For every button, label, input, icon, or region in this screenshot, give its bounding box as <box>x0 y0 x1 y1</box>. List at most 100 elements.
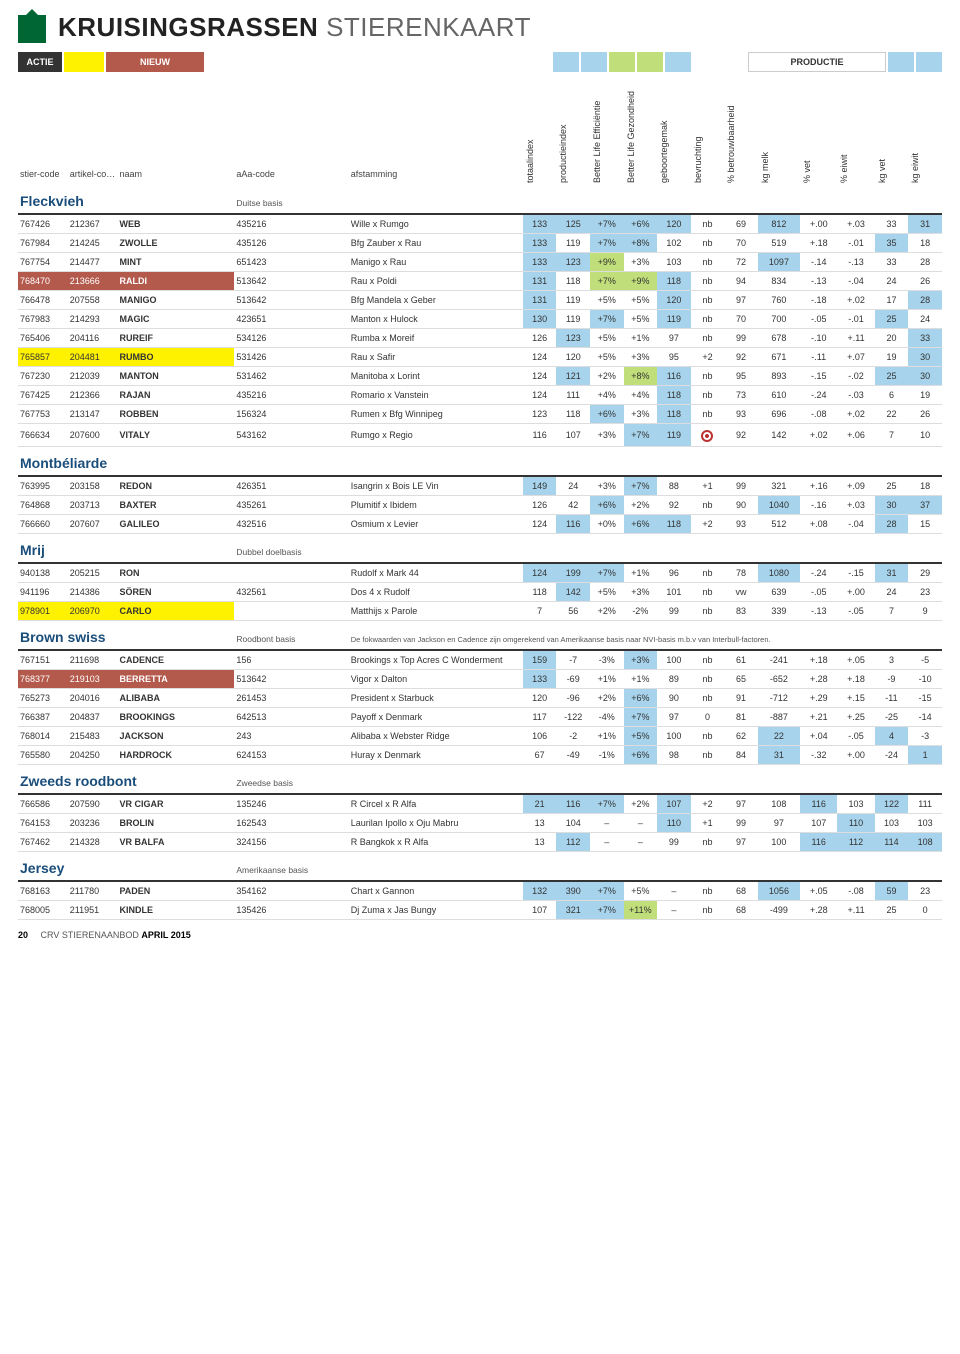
cell-val: +.11 <box>837 901 874 920</box>
cell-val: +7% <box>590 234 624 253</box>
cell-val: nb <box>691 670 725 689</box>
cell-val: 159 <box>523 650 557 670</box>
legend-green-2 <box>637 52 663 72</box>
cell-val: +.05 <box>800 881 837 901</box>
cell-aaa: 435216 <box>234 214 348 234</box>
cell-acode: 204481 <box>68 348 118 367</box>
cell-scode: 941196 <box>18 583 68 602</box>
cell-val: 116 <box>556 515 590 534</box>
cell-scode: 767462 <box>18 833 68 852</box>
cell-val: 1 <box>908 746 942 765</box>
cell-val: -.15 <box>800 367 837 386</box>
cell-acode: 214293 <box>68 310 118 329</box>
cell-val: 101 <box>657 583 691 602</box>
cell-af: Manigo x Rau <box>349 253 523 272</box>
cell-af: Dj Zuma x Jas Bungy <box>349 901 523 920</box>
cell-acode: 211698 <box>68 650 118 670</box>
cell-af: Rau x Poldi <box>349 272 523 291</box>
cell-val: 4 <box>875 727 909 746</box>
cell-val: nb <box>691 602 725 621</box>
cell-val: 119 <box>657 424 691 447</box>
cell-val: 119 <box>556 310 590 329</box>
cell-val: -9 <box>875 670 909 689</box>
cell-aaa: 156324 <box>234 405 348 424</box>
cell-val: 97 <box>657 708 691 727</box>
cell-val: 24 <box>908 310 942 329</box>
cell-scode: 767754 <box>18 253 68 272</box>
cell-aaa: 261453 <box>234 689 348 708</box>
cell-val: 24 <box>556 476 590 496</box>
cell-acode: 212367 <box>68 214 118 234</box>
cell-val: 149 <box>523 476 557 496</box>
legend-blue-1 <box>553 52 579 72</box>
cell-val: -.10 <box>800 329 837 348</box>
cell-val: 124 <box>523 348 557 367</box>
cell-name: GALILEO <box>117 515 234 534</box>
cell-val: +.02 <box>837 405 874 424</box>
cell-val: 120 <box>657 214 691 234</box>
cell-acode: 214245 <box>68 234 118 253</box>
cell-val: +7% <box>590 563 624 583</box>
cell-val: 25 <box>875 476 909 496</box>
cell-val: +7% <box>590 214 624 234</box>
cell-val: +.21 <box>800 708 837 727</box>
cell-val: 20 <box>875 329 909 348</box>
section-basis <box>234 447 348 477</box>
table-row: 766634207600VITALY543162Rumgo x Regio116… <box>18 424 942 447</box>
cell-val: 69 <box>724 214 758 234</box>
cell-val: -499 <box>758 901 800 920</box>
cell-aaa: 432516 <box>234 515 348 534</box>
cell-val: 78 <box>724 563 758 583</box>
section-note <box>349 185 942 214</box>
cell-af: R Bangkok x R Alfa <box>349 833 523 852</box>
cell-val: -14 <box>908 708 942 727</box>
data-table: stier-code artikel-code naam aAa-code af… <box>18 75 942 920</box>
cell-scode: 767426 <box>18 214 68 234</box>
section-name: Zweeds roodbont <box>18 765 234 795</box>
cell-val: 107 <box>556 424 590 447</box>
cell-val: nb <box>691 272 725 291</box>
cell-val: 125 <box>556 214 590 234</box>
cell-scode: 765580 <box>18 746 68 765</box>
cell-name: HARDROCK <box>117 746 234 765</box>
cell-scode: 766634 <box>18 424 68 447</box>
col-vert-3: Better Life Gezondheid <box>624 75 658 185</box>
cell-val: 100 <box>758 833 800 852</box>
cell-acode: 207607 <box>68 515 118 534</box>
cell-name: CARLO <box>117 602 234 621</box>
cell-val: 21 <box>523 794 557 814</box>
cell-acode: 211780 <box>68 881 118 901</box>
cell-acode: 212366 <box>68 386 118 405</box>
cell-name: KINDLE <box>117 901 234 920</box>
cell-val: 29 <box>908 563 942 583</box>
cell-val: +.08 <box>800 515 837 534</box>
cell-val: 18 <box>908 476 942 496</box>
table-row: 765580204250HARDROCK624153Huray x Denmar… <box>18 746 942 765</box>
cell-val: -.11 <box>800 348 837 367</box>
target-icon <box>701 430 713 442</box>
cell-val: 30 <box>908 348 942 367</box>
cell-val: 19 <box>908 386 942 405</box>
cell-val: -3% <box>590 650 624 670</box>
table-row: 767984214245ZWOLLE435126Bfg Zauber x Rau… <box>18 234 942 253</box>
cell-val: 133 <box>523 214 557 234</box>
cell-af: President x Starbuck <box>349 689 523 708</box>
cell-val: 111 <box>908 794 942 814</box>
cell-af: Rudolf x Mark 44 <box>349 563 523 583</box>
cell-val: 131 <box>523 291 557 310</box>
col-vert-10: kg vet <box>875 75 909 185</box>
cell-val: +.16 <box>800 476 837 496</box>
cell-val: 110 <box>837 814 874 833</box>
cell-val: 116 <box>523 424 557 447</box>
cell-val: 108 <box>758 794 800 814</box>
cell-val: 107 <box>657 794 691 814</box>
cell-val: -.13 <box>800 602 837 621</box>
cell-af: Laurilan Ipollo x Oju Mabru <box>349 814 523 833</box>
cell-val: +.11 <box>837 329 874 348</box>
cell-val: -5 <box>908 650 942 670</box>
cell-name: MAGIC <box>117 310 234 329</box>
cell-name: REDON <box>117 476 234 496</box>
cell-val: +3% <box>624 405 658 424</box>
cell-val: nb <box>691 746 725 765</box>
section-header: MrijDubbel doelbasis <box>18 534 942 564</box>
